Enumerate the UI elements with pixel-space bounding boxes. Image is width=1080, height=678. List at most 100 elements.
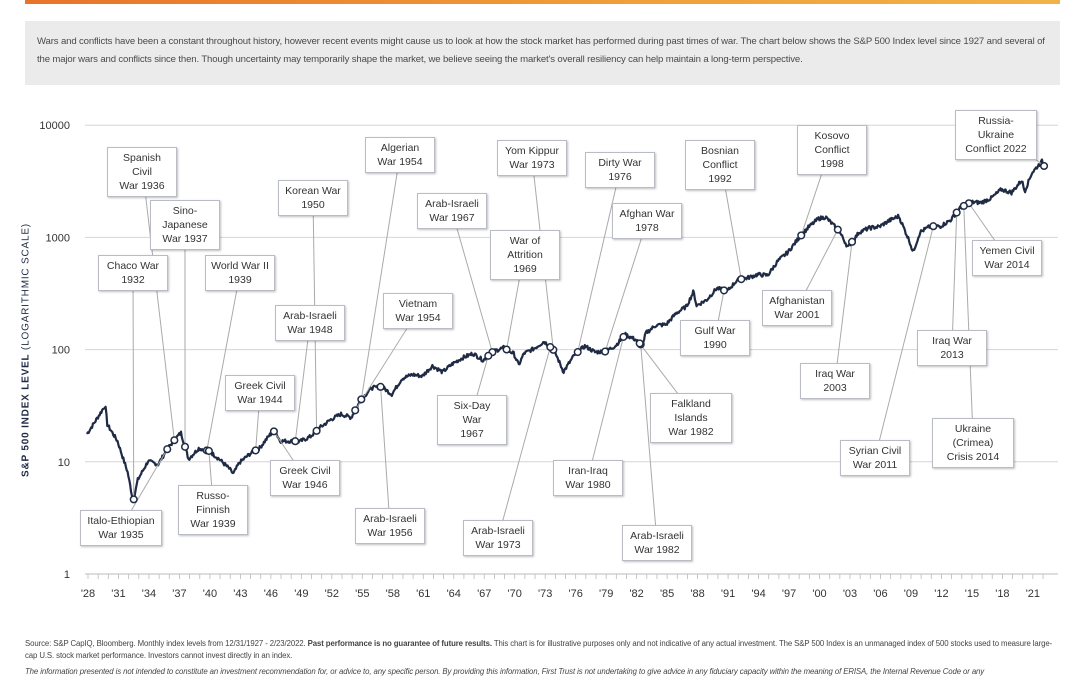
disclaimer: The information presented is not intende… <box>25 666 1060 678</box>
x-tick-label: '49 <box>294 588 308 600</box>
event-label-line: Yemen Civil <box>978 244 1036 258</box>
x-tick-label: '70 <box>508 588 522 600</box>
x-tick-label: '76 <box>569 588 583 600</box>
event-label-line: 1978 <box>618 221 676 235</box>
event-label-line: Crisis 2014 <box>938 450 1008 464</box>
event-marker <box>849 239 856 246</box>
y-axis-label-scale: (LOGARITHMIC SCALE) <box>21 223 32 350</box>
event-marker <box>953 209 960 216</box>
event-label-line: 2013 <box>923 348 981 362</box>
x-tick-label: '85 <box>660 588 674 600</box>
x-tick-label: '88 <box>690 588 704 600</box>
x-tick-label: '21 <box>1026 588 1040 600</box>
x-tick-label: '06 <box>873 588 887 600</box>
event-label-line: War 1936 <box>113 179 171 193</box>
event-label-line: War 1980 <box>559 478 617 492</box>
x-tick-label: '43 <box>233 588 247 600</box>
event-label-line: Italo-Ethiopian <box>86 514 156 528</box>
x-tick-label: '91 <box>721 588 735 600</box>
event-label-line: War 1967 <box>423 211 481 225</box>
x-tick-label: '64 <box>447 588 461 600</box>
event-label-line: 1990 <box>686 338 744 352</box>
event-label-line: Algerian <box>371 141 429 155</box>
event-label-line: 1932 <box>104 273 162 287</box>
event-label-line: Sino-Japanese <box>156 204 214 232</box>
event-label-line: Yom Kippur <box>503 144 561 158</box>
event-label-line: War 1939 <box>184 517 242 531</box>
x-tick-label: '58 <box>386 588 400 600</box>
event-marker <box>721 287 728 294</box>
event-label-line: War 1973 <box>469 538 527 552</box>
event-label-line: Iraq War <box>806 367 864 381</box>
event-leader-line <box>952 213 957 348</box>
x-tick-label: '09 <box>904 588 918 600</box>
event-marker <box>485 353 492 360</box>
x-tick-label: '73 <box>538 588 552 600</box>
event-leader-line <box>207 273 240 450</box>
footer: Source: S&P CapIQ, Bloomberg. Monthly in… <box>25 638 1060 678</box>
event-label-line: Gulf War <box>686 324 744 338</box>
event-label-line: War 1982 <box>656 425 726 439</box>
event-label-line: 2003 <box>806 381 864 395</box>
event-marker <box>377 384 384 391</box>
x-tick-label: '28 <box>81 588 95 600</box>
event-label-line: Arab-Israeli <box>423 197 481 211</box>
event-label-line: War 1944 <box>231 393 289 407</box>
event-label-line: 1950 <box>284 198 342 212</box>
x-tick-label: '52 <box>325 588 339 600</box>
x-tick-label: '61 <box>416 588 430 600</box>
event-label-line: Conflict 1992 <box>691 158 749 186</box>
event-leader-line <box>133 273 134 499</box>
x-tick-label: '00 <box>812 588 826 600</box>
event-label-line: Attrition 1969 <box>496 248 554 276</box>
event-marker <box>171 437 178 444</box>
y-axis-label: S&P 500 INDEX LEVEL (LOGARITHMIC SCALE) <box>21 223 32 477</box>
event-marker <box>292 438 299 445</box>
event-label-line: War 1946 <box>276 478 334 492</box>
event-marker <box>738 276 745 283</box>
event-label-line: Chaco War <box>104 259 162 273</box>
event-label-line: War 1935 <box>86 528 156 542</box>
event-leader-line <box>361 155 400 399</box>
event-leader-line <box>588 337 623 478</box>
event-label-line: Falkland Islands <box>656 397 726 425</box>
event-label-line: Iraq War <box>923 334 981 348</box>
event-label-line: War 1954 <box>371 155 429 169</box>
event-label-line: World War II <box>211 259 269 273</box>
event-label-line: Korean War <box>284 184 342 198</box>
y-tick-label: 1000 <box>46 232 70 244</box>
event-marker <box>574 349 581 356</box>
event-marker <box>835 226 842 233</box>
x-tick-label: '03 <box>843 588 857 600</box>
event-label-line: War 2011 <box>846 458 904 472</box>
event-label-line: Bosnian <box>691 144 749 158</box>
event-label-line: 1976 <box>591 170 649 184</box>
event-label-line: Russo-Finnish <box>184 489 242 517</box>
event-label-line: Kosovo <box>803 129 861 143</box>
x-tick-label: '31 <box>111 588 125 600</box>
event-label-line: Afghanistan <box>768 294 826 308</box>
event-label-line: War 1948 <box>281 323 339 337</box>
event-label-line: Arab-Israeli <box>281 309 339 323</box>
x-tick-label: '15 <box>965 588 979 600</box>
event-marker <box>352 407 359 414</box>
